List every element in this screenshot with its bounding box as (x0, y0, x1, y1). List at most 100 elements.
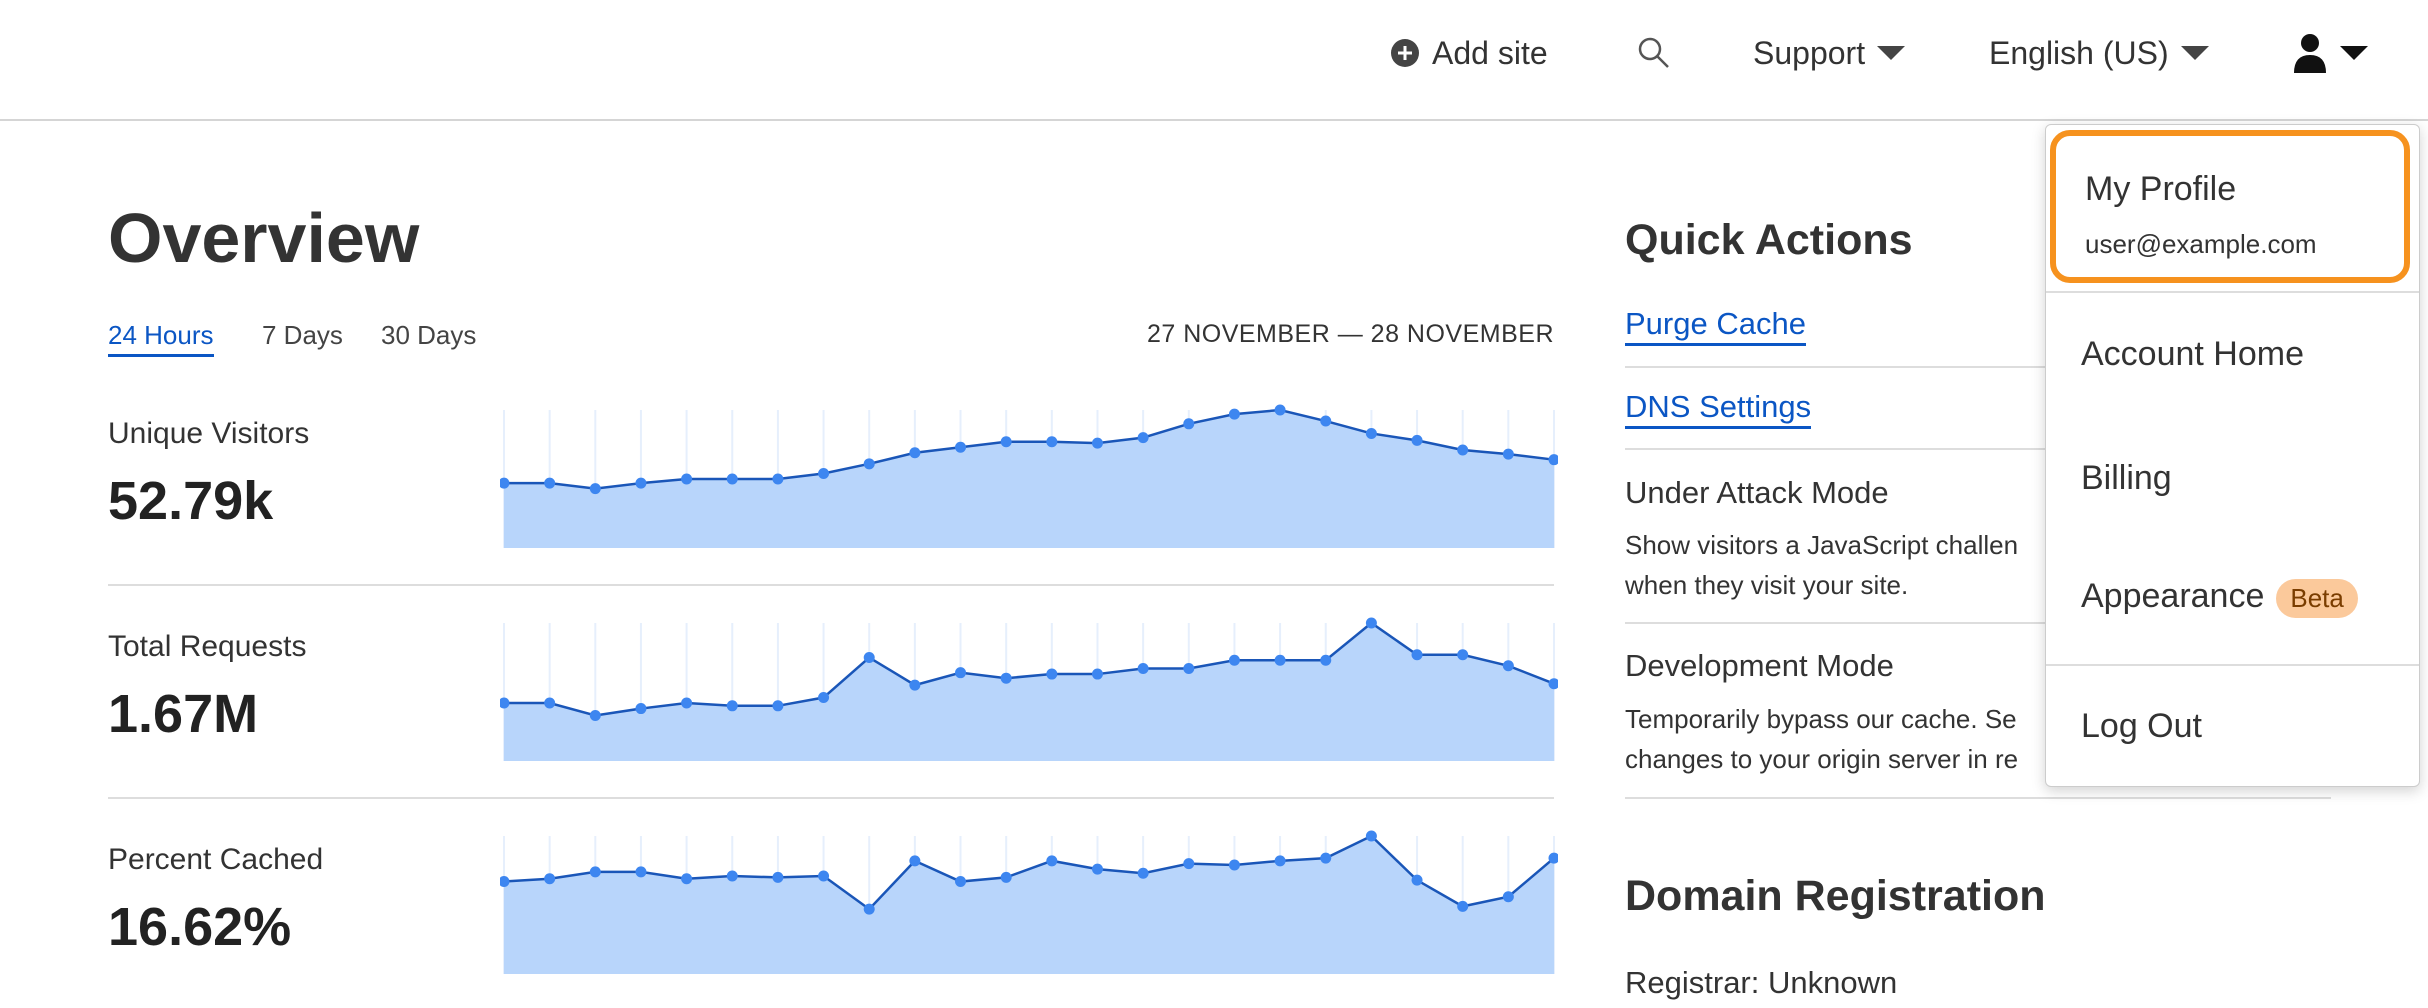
data-point (1365, 427, 1377, 439)
data-point (1548, 454, 1558, 466)
data-point (589, 483, 601, 495)
tab-7-days[interactable]: 7 Days (262, 320, 343, 350)
data-point (772, 473, 784, 485)
metric-label: Percent Cached (108, 843, 324, 876)
data-point (955, 441, 967, 453)
beta-badge: Beta (2276, 578, 2358, 618)
user-menu[interactable] (2292, 30, 2368, 76)
data-point (1320, 654, 1332, 666)
dev-mode-desc: changes to your origin server in re (1625, 744, 2019, 774)
data-point (772, 871, 784, 883)
metric-value: 16.62% (108, 897, 292, 957)
page-title: Overview (108, 199, 420, 277)
data-point (1046, 668, 1058, 680)
data-point (681, 473, 693, 485)
account-home-item[interactable]: Account Home (2081, 335, 2304, 373)
billing-item[interactable]: Billing (2081, 459, 2172, 497)
support-menu[interactable]: Support (1753, 30, 1906, 76)
metric-value: 1.67M (108, 684, 259, 744)
series-line (503, 834, 1555, 911)
data-point (635, 477, 647, 489)
data-point (1137, 867, 1149, 879)
data-point (544, 477, 556, 489)
data-point (863, 652, 875, 663)
divider (1625, 448, 2331, 450)
top-header: Add site Support English (US) (0, 0, 2428, 121)
series-line (504, 621, 1555, 717)
data-point (1365, 617, 1377, 629)
data-point (818, 870, 830, 882)
area-fill (504, 623, 1554, 761)
caret-down-icon (2180, 46, 2209, 60)
search-button[interactable] (1636, 30, 1672, 76)
metric-label: Total Requests (108, 630, 307, 663)
purge-cache-link[interactable]: Purge Cache (1625, 306, 1806, 346)
percent-cached-chart (500, 830, 1558, 974)
data-point (1000, 672, 1012, 684)
divider (2046, 291, 2419, 293)
user-icon (2294, 34, 2326, 73)
under-attack-title: Under Attack Mode (1625, 475, 1889, 510)
data-point (544, 697, 556, 709)
my-profile-item[interactable]: My Profile user@example.com (2050, 130, 2410, 283)
data-point (1320, 415, 1332, 427)
data-point (1228, 408, 1240, 420)
data-point (1548, 678, 1558, 690)
divider (1625, 622, 2331, 624)
search-icon (1638, 37, 1669, 68)
data-point (909, 679, 921, 691)
appearance-item[interactable]: Appearance Beta (2081, 577, 2358, 618)
data-point (726, 870, 738, 882)
data-point (635, 866, 647, 878)
data-point (955, 667, 967, 679)
metric-label: Unique Visitors (108, 417, 310, 450)
date-range: 27 NOVEMBER — 28 NOVEMBER (1146, 320, 1554, 348)
metric-value: 52.79k (108, 471, 274, 531)
data-point (1000, 436, 1012, 448)
divider (108, 584, 1554, 586)
language-menu[interactable]: English (US) (1989, 30, 2209, 76)
unique-visitors-chart (500, 404, 1558, 548)
data-point (1228, 654, 1240, 666)
my-profile-label: My Profile (2085, 170, 2237, 208)
quick-actions-title: Quick Actions (1625, 216, 1913, 264)
data-point (1274, 654, 1286, 666)
tab-30-days[interactable]: 30 Days (381, 320, 477, 350)
tab-24-hours[interactable]: 24 Hours (108, 320, 214, 357)
divider (108, 797, 1554, 799)
data-point (1365, 830, 1377, 842)
data-point (500, 876, 510, 888)
data-point (818, 467, 830, 479)
registrar-text: Registrar: Unknown (1625, 965, 1898, 1000)
log-out-item[interactable]: Log Out (2081, 707, 2202, 745)
data-point (955, 876, 967, 888)
data-point (1320, 852, 1332, 864)
data-point (544, 873, 556, 885)
data-point (1274, 855, 1286, 867)
data-point (681, 873, 693, 885)
data-point (909, 855, 921, 867)
dns-settings-link[interactable]: DNS Settings (1625, 389, 1812, 429)
data-point (1183, 418, 1195, 430)
data-point (1411, 649, 1423, 661)
data-point (681, 697, 693, 709)
data-point (1502, 660, 1514, 672)
data-point (589, 709, 601, 721)
plus-circle-icon (1391, 39, 1419, 67)
data-point (772, 700, 784, 712)
total-requests-chart (500, 617, 1558, 761)
data-point (1091, 668, 1103, 680)
data-point (1091, 863, 1103, 875)
under-attack-desc: when they visit your site. (1625, 570, 1909, 600)
data-point (726, 700, 738, 712)
data-point (1411, 434, 1423, 446)
add-site-button[interactable]: Add site (1390, 30, 1548, 76)
data-point (1274, 404, 1286, 416)
data-point (1137, 432, 1149, 444)
area-fill (504, 410, 1554, 548)
data-point (1046, 855, 1058, 867)
area-fill (504, 836, 1554, 974)
under-attack-desc: Show visitors a JavaScript challen (1625, 530, 2019, 560)
data-point (635, 703, 647, 715)
divider (1625, 366, 2331, 368)
